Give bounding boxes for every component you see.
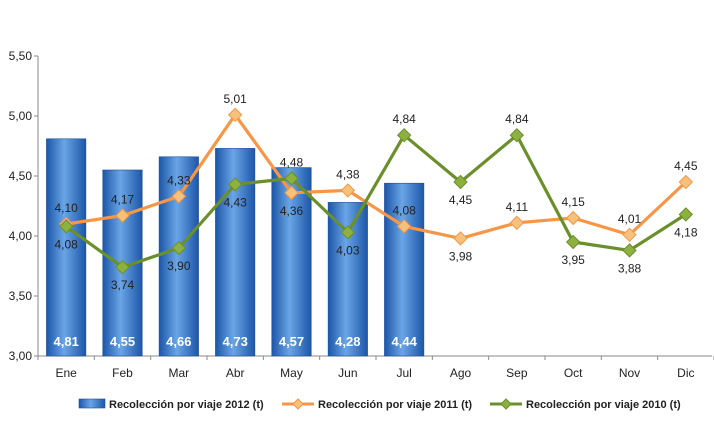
- x-tick-label: Oct: [564, 366, 583, 380]
- y-tick-label: 5,00: [9, 109, 33, 123]
- point-label-2010: 4,48: [280, 155, 304, 169]
- y-tick-label: 3,00: [9, 349, 33, 363]
- y-tick-label: 5,50: [9, 49, 33, 63]
- legend-marker-2010: [500, 398, 512, 410]
- marker-2011: [509, 215, 525, 231]
- point-label-2010: 4,84: [392, 112, 416, 126]
- x-tick-label: May: [280, 366, 303, 380]
- point-label-2011: 4,08: [392, 203, 416, 217]
- bar-value-label: 4,55: [110, 334, 135, 349]
- marker-2011: [678, 174, 694, 190]
- bar-value-label: 4,28: [335, 334, 360, 349]
- marker-2011: [284, 185, 299, 201]
- x-tick-label: Feb: [112, 366, 133, 380]
- point-label-2011: 4,33: [167, 173, 191, 187]
- y-tick-label: 3,50: [9, 289, 33, 303]
- bar-value-label: 4,73: [223, 334, 248, 349]
- marker-2011: [622, 227, 637, 243]
- marker-2010: [171, 240, 187, 256]
- line-series: [58, 107, 694, 275]
- point-label-2011: 5,01: [223, 92, 247, 106]
- x-tick-label: Dic: [677, 366, 694, 380]
- legend-label-2011: Recolección por viaje 2011 (t): [318, 399, 472, 411]
- marker-2010: [678, 207, 694, 222]
- x-tick-label: Jul: [396, 366, 411, 380]
- marker-2010: [509, 127, 525, 143]
- point-label-2011: 4,38: [336, 167, 360, 181]
- marker-2010: [340, 225, 356, 240]
- marker-2010: [227, 177, 243, 192]
- point-label-2010: 4,18: [674, 225, 698, 239]
- bar-series-2012: 4,81 4,55 4,66 4,73 4,57 4,28 4,44: [46, 138, 425, 357]
- legend-swatch-2012: [78, 398, 106, 409]
- y-tick-label: 4,50: [9, 169, 33, 183]
- marker-2010: [58, 219, 74, 234]
- point-label-2011: 4,10: [54, 201, 78, 215]
- marker-2011: [453, 231, 468, 246]
- marker-2010: [284, 171, 299, 186]
- x-tick-label: Mar: [168, 366, 189, 380]
- point-label-2010: 3,88: [618, 261, 642, 275]
- x-tick-label: Nov: [619, 366, 640, 380]
- point-label-2010: 4,43: [223, 195, 247, 209]
- bar-2012: [384, 182, 425, 357]
- point-label-2011: 4,11: [506, 200, 529, 214]
- point-label-2011: 4,01: [618, 212, 642, 226]
- point-label-2010: 3,74: [111, 278, 135, 292]
- marker-2011: [115, 208, 130, 223]
- legend-marker-2011: [292, 398, 304, 410]
- marker-2010: [115, 259, 130, 275]
- y-tick-label: 4,00: [9, 229, 33, 243]
- legend-label-2010: Recolección por viaje 2010 (t): [526, 399, 681, 411]
- point-label-2010: 4,45: [449, 193, 473, 207]
- marker-2010: [396, 127, 412, 143]
- point-label-2011: 4,36: [280, 204, 304, 218]
- marker-2011: [565, 210, 581, 226]
- point-label-2010: 4,08: [54, 237, 78, 251]
- x-tick-label: Ago: [450, 366, 472, 380]
- legend-label-2012: Recolección por viaje 2012 (t): [109, 399, 264, 411]
- point-label-2011: 4,17: [111, 193, 135, 207]
- bar-value-label: 4,81: [54, 334, 79, 349]
- point-label-2010: 4,03: [336, 243, 360, 257]
- bar-value-label: 4,57: [279, 334, 304, 349]
- line-2011: [65, 113, 687, 240]
- bar-value-label: 4,66: [166, 334, 191, 349]
- marker-2010: [565, 234, 581, 250]
- marker-2011: [340, 183, 356, 198]
- marker-2011: [171, 189, 187, 204]
- marker-2010: [622, 243, 637, 258]
- marker-2011: [227, 107, 243, 123]
- legend: Recolección por viaje 2012 (t) Recolecció…: [78, 398, 681, 411]
- data-labels: 4,10 4,17 4,33 5,01 4,36 4,38 4,08 3,98 4,11 4,15…: [54, 92, 697, 292]
- line-2010: [65, 133, 687, 269]
- point-label-2010: 3,95: [561, 253, 585, 267]
- point-label-2010: 4,84: [505, 112, 529, 126]
- point-label-2011: 3,98: [449, 249, 473, 263]
- bar-value-label: 4,44: [392, 334, 418, 349]
- x-tick-label: Jun: [338, 366, 357, 380]
- bar-2012: [46, 138, 87, 357]
- point-label-2010: 3,90: [167, 259, 191, 273]
- marker-2011: [396, 219, 412, 234]
- x-tick-label: Ene: [55, 366, 77, 380]
- axes: 3,00 3,50 4,00 4,50 5,00 5,50 Ene Feb Mar Abr May J…: [9, 49, 714, 380]
- point-label-2011: 4,45: [674, 159, 698, 173]
- point-label-2011: 4,15: [561, 195, 585, 209]
- x-tick-label: Abr: [226, 366, 245, 380]
- x-tick-label: Sep: [506, 366, 528, 380]
- marker-2010: [453, 174, 468, 190]
